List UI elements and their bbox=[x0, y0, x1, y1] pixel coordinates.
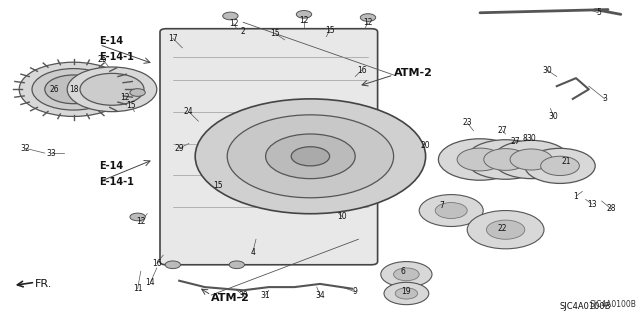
Circle shape bbox=[130, 89, 145, 96]
Text: 32: 32 bbox=[20, 144, 31, 153]
Text: 33: 33 bbox=[46, 149, 56, 158]
Text: 30: 30 bbox=[526, 134, 536, 143]
Text: 27: 27 bbox=[510, 137, 520, 146]
Text: FR.: FR. bbox=[35, 279, 52, 289]
Text: 9: 9 bbox=[353, 287, 358, 296]
Text: SJC4A0100B: SJC4A0100B bbox=[590, 300, 637, 309]
Text: 2: 2 bbox=[241, 27, 246, 36]
Circle shape bbox=[360, 14, 376, 21]
Text: E-14: E-14 bbox=[99, 161, 124, 171]
Circle shape bbox=[195, 99, 426, 214]
Text: 14: 14 bbox=[145, 278, 156, 287]
Text: 22: 22 bbox=[498, 224, 507, 233]
Text: 21: 21 bbox=[562, 157, 571, 166]
Text: E-14-1: E-14-1 bbox=[99, 52, 134, 63]
Circle shape bbox=[227, 115, 394, 198]
Circle shape bbox=[484, 149, 527, 170]
Text: 10: 10 bbox=[337, 212, 348, 221]
Text: 4: 4 bbox=[250, 248, 255, 256]
Circle shape bbox=[457, 148, 503, 171]
Text: 16: 16 bbox=[356, 66, 367, 75]
Text: SJC4A0100B: SJC4A0100B bbox=[560, 302, 611, 311]
Text: 19: 19 bbox=[401, 287, 412, 296]
Text: 12: 12 bbox=[364, 18, 372, 27]
Text: 26: 26 bbox=[49, 85, 60, 94]
Circle shape bbox=[396, 288, 417, 299]
Text: 16: 16 bbox=[152, 259, 162, 268]
Circle shape bbox=[510, 149, 552, 170]
Circle shape bbox=[165, 261, 180, 269]
Text: 24: 24 bbox=[184, 107, 194, 116]
Text: 17: 17 bbox=[168, 34, 178, 43]
Circle shape bbox=[45, 75, 102, 104]
Text: 12: 12 bbox=[136, 217, 145, 226]
Text: 11: 11 bbox=[133, 284, 142, 293]
Circle shape bbox=[435, 203, 467, 219]
Text: ATM-2: ATM-2 bbox=[211, 293, 250, 303]
Circle shape bbox=[394, 268, 419, 281]
Circle shape bbox=[67, 67, 157, 112]
Text: 25: 25 bbox=[97, 55, 108, 63]
Text: 6: 6 bbox=[401, 267, 406, 276]
Text: 23: 23 bbox=[462, 118, 472, 127]
Text: 30: 30 bbox=[548, 112, 559, 121]
Circle shape bbox=[493, 140, 570, 179]
Circle shape bbox=[381, 262, 432, 287]
Text: 15: 15 bbox=[212, 181, 223, 189]
Circle shape bbox=[486, 220, 525, 239]
Circle shape bbox=[438, 139, 522, 180]
Text: 7: 7 bbox=[439, 201, 444, 210]
Text: E-14: E-14 bbox=[99, 36, 124, 47]
Text: 29: 29 bbox=[174, 144, 184, 153]
Circle shape bbox=[384, 282, 429, 305]
Circle shape bbox=[130, 213, 145, 221]
Circle shape bbox=[467, 211, 544, 249]
Text: 18: 18 bbox=[69, 85, 78, 94]
Text: 27: 27 bbox=[497, 126, 508, 135]
Circle shape bbox=[80, 73, 144, 105]
Text: 15: 15 bbox=[126, 101, 136, 110]
Circle shape bbox=[419, 195, 483, 226]
Text: E-14-1: E-14-1 bbox=[99, 177, 134, 187]
Circle shape bbox=[291, 147, 330, 166]
Text: 34: 34 bbox=[315, 291, 325, 300]
Circle shape bbox=[525, 148, 595, 183]
Text: 5: 5 bbox=[596, 8, 601, 17]
Text: 8: 8 bbox=[522, 134, 527, 143]
Text: 1: 1 bbox=[573, 192, 579, 201]
Text: 15: 15 bbox=[324, 26, 335, 35]
Text: 28: 28 bbox=[607, 204, 616, 213]
Circle shape bbox=[229, 261, 244, 269]
Circle shape bbox=[223, 12, 238, 20]
Circle shape bbox=[296, 11, 312, 18]
Circle shape bbox=[19, 62, 128, 116]
Circle shape bbox=[266, 134, 355, 179]
Text: 30: 30 bbox=[238, 291, 248, 300]
Circle shape bbox=[466, 140, 545, 179]
Text: 20: 20 bbox=[420, 141, 431, 150]
Circle shape bbox=[32, 69, 115, 110]
Text: 30: 30 bbox=[542, 66, 552, 75]
Text: ATM-2: ATM-2 bbox=[394, 68, 433, 78]
Circle shape bbox=[541, 156, 579, 175]
Text: 13: 13 bbox=[587, 200, 597, 209]
Text: 12: 12 bbox=[229, 19, 238, 28]
Text: 3: 3 bbox=[602, 94, 607, 103]
Text: 31: 31 bbox=[260, 291, 271, 300]
Text: 12: 12 bbox=[120, 93, 129, 102]
Text: 12: 12 bbox=[300, 16, 308, 25]
Text: 15: 15 bbox=[270, 29, 280, 38]
FancyBboxPatch shape bbox=[160, 29, 378, 265]
